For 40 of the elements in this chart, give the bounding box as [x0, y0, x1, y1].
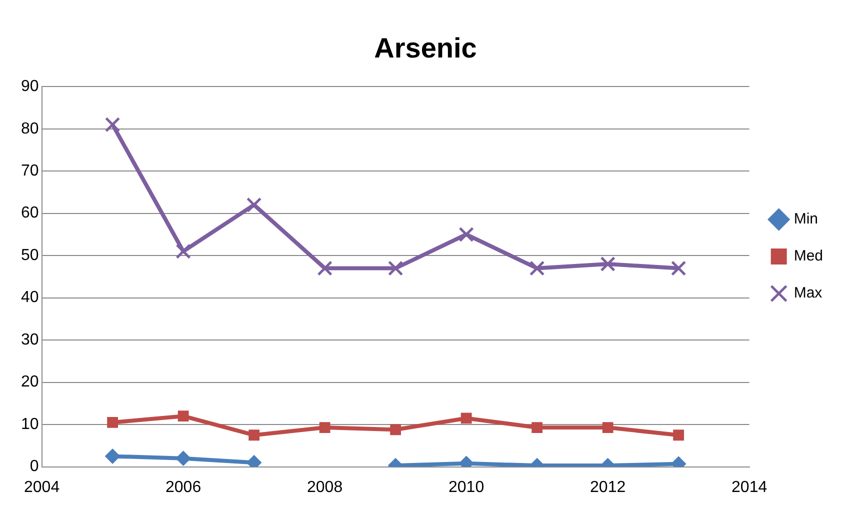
- point: [248, 430, 260, 441]
- point: [176, 450, 191, 466]
- legend-label: Max: [794, 284, 823, 302]
- point: [673, 430, 684, 441]
- y-tick-label: 0: [30, 458, 39, 476]
- point: [107, 416, 118, 428]
- y-tick-label: 30: [21, 331, 39, 348]
- chart-title: Arsenic: [374, 32, 477, 64]
- y-tick-label: 80: [21, 120, 39, 138]
- point: [317, 260, 332, 276]
- x-tick-label: 2014: [732, 478, 768, 496]
- point: [600, 256, 616, 272]
- point: [390, 424, 402, 436]
- point: [458, 226, 474, 242]
- x-tick-label: 2008: [307, 478, 343, 496]
- y-tick-label: 10: [21, 416, 39, 433]
- y-tick-label: 60: [21, 204, 39, 222]
- point: [178, 410, 189, 422]
- x-tick-label: 2010: [448, 478, 484, 496]
- point: [176, 244, 191, 259]
- point: [529, 260, 545, 276]
- point: [460, 412, 472, 424]
- x-tick-label: 2012: [590, 478, 626, 496]
- point: [319, 422, 330, 433]
- point: [670, 260, 686, 276]
- legend-label: Med: [794, 248, 824, 265]
- y-tick-label: 40: [21, 289, 39, 306]
- point: [388, 260, 404, 276]
- y-tick-label: 50: [21, 246, 39, 264]
- point: [104, 117, 120, 132]
- point: [105, 448, 120, 464]
- legend-label: Min: [794, 210, 818, 228]
- point: [602, 422, 614, 433]
- x-tick-label: 2004: [24, 478, 60, 496]
- point: [246, 197, 262, 212]
- y-tick-label: 90: [21, 78, 39, 96]
- point: [532, 422, 543, 433]
- y-tick-label: 20: [21, 374, 39, 391]
- y-tick-label: 70: [21, 162, 39, 180]
- x-tick-label: 2006: [166, 478, 202, 496]
